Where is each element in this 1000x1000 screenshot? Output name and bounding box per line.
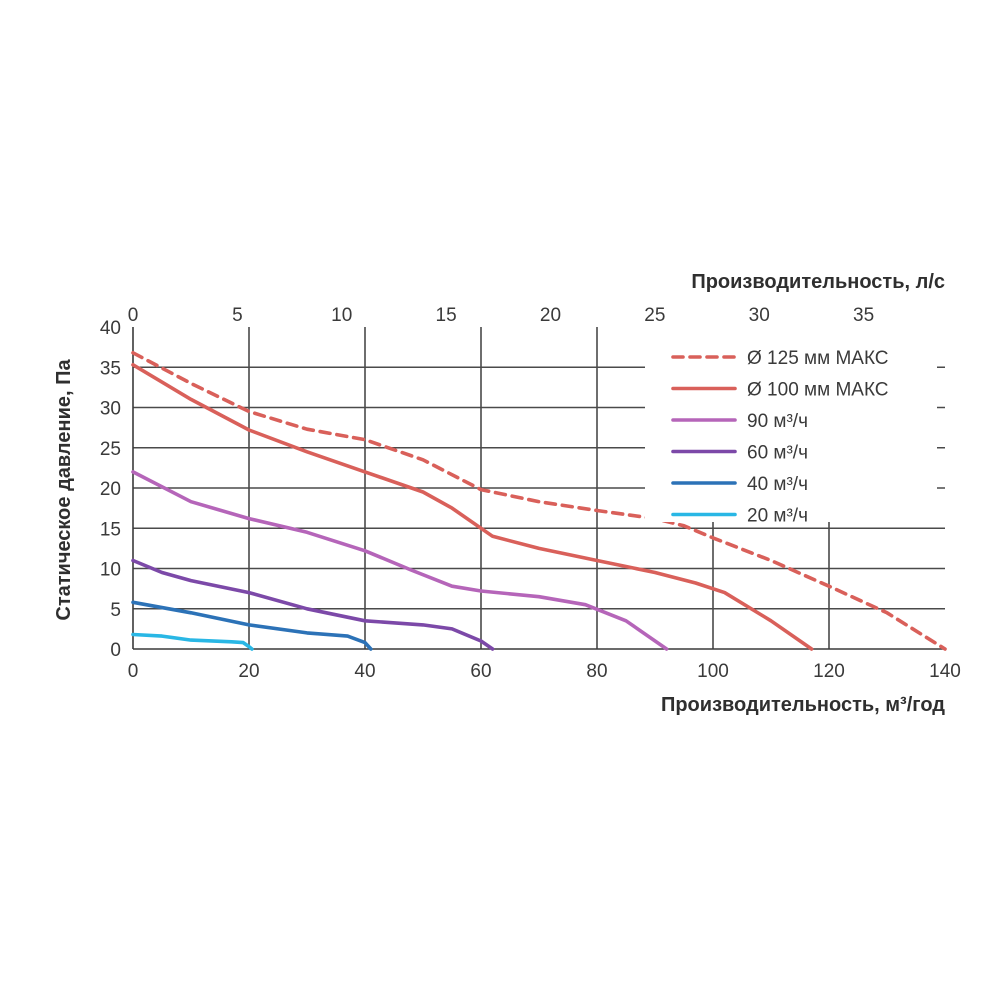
- series-line-5: [131, 600, 373, 651]
- y-tick-label: 10: [100, 560, 121, 581]
- tick-labels: 0 5 10 15 20 25 30 35 40 0 20 40 60 80 100 120 140 0 5 10 15…: [100, 305, 961, 682]
- series-lines: [131, 351, 947, 651]
- x2-tick-label: 30: [749, 305, 770, 326]
- y-tick-label: 30: [100, 399, 121, 420]
- x-tick-label: 0: [128, 661, 139, 682]
- series-line-4: [131, 558, 495, 651]
- legend-label-4: 60 м³/ч: [747, 443, 808, 464]
- x-tick-label: 80: [586, 661, 607, 682]
- x2-tick-label: 0: [128, 305, 139, 326]
- x-tick-label: 40: [354, 661, 375, 682]
- series-line-1: [131, 351, 947, 651]
- y-tick-label: 20: [100, 479, 121, 500]
- x2-tick-label: 5: [232, 305, 243, 326]
- y-tick-label: 40: [100, 318, 121, 339]
- bottom-axis-title: Производительность, м³/год: [661, 694, 945, 716]
- y-axis-title: Статическое давление, Па: [53, 359, 75, 621]
- x-tick-label: 20: [238, 661, 259, 682]
- y-tick-label: 25: [100, 439, 121, 460]
- legend-label-6: 20 м³/ч: [747, 506, 808, 527]
- legend-label-3: 90 м³/ч: [747, 411, 808, 432]
- x-tick-label: 60: [470, 661, 491, 682]
- y-tick-label: 0: [110, 640, 121, 661]
- top-axis-title: Производительность, л/с: [691, 271, 945, 293]
- legend-label-1: Ø 125 мм МАКС: [747, 348, 889, 369]
- x2-tick-label: 10: [331, 305, 352, 326]
- x-tick-label: 120: [813, 661, 845, 682]
- x2-tick-label: 25: [644, 305, 665, 326]
- y-tick-label: 15: [100, 519, 121, 540]
- x-tick-label: 140: [929, 661, 961, 682]
- x2-tick-label: 35: [853, 305, 874, 326]
- series-line-3: [131, 470, 669, 651]
- y-tick-label: 5: [110, 600, 121, 621]
- x-tick-label: 100: [697, 661, 729, 682]
- series-line-2: [131, 363, 814, 651]
- x2-tick-label: 20: [540, 305, 561, 326]
- legend-label-2: Ø 100 мм МАКС: [747, 380, 889, 401]
- legend-label-5: 40 м³/ч: [747, 474, 808, 495]
- y-tick-label: 35: [100, 358, 121, 379]
- series-line-6: [131, 632, 254, 651]
- x2-tick-label: 15: [436, 305, 457, 326]
- legend: Ø 125 мм МАКС Ø 100 мм МАКС 90 м³/ч 60 м³/ч…: [671, 348, 889, 527]
